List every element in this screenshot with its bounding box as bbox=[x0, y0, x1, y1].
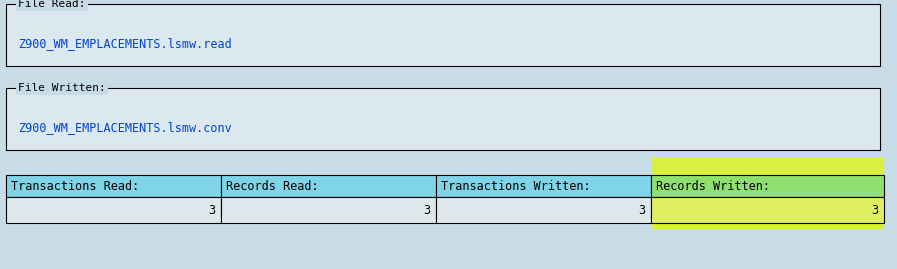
Bar bbox=[651, 197, 884, 223]
Text: 3: 3 bbox=[871, 204, 878, 217]
Bar bbox=[436, 175, 651, 197]
Text: Z900_WM_EMPLACEMENTS.lsmw.conv: Z900_WM_EMPLACEMENTS.lsmw.conv bbox=[18, 122, 231, 134]
Text: File Written:: File Written: bbox=[18, 83, 106, 93]
Bar bbox=[6, 175, 221, 197]
Text: 3: 3 bbox=[208, 204, 215, 217]
Bar bbox=[6, 4, 880, 66]
Text: Transactions Read:: Transactions Read: bbox=[11, 179, 139, 193]
Bar bbox=[436, 197, 651, 223]
Text: Records Read:: Records Read: bbox=[226, 179, 318, 193]
Text: Records Written:: Records Written: bbox=[656, 179, 770, 193]
Text: File Read:: File Read: bbox=[18, 0, 85, 9]
Bar bbox=[221, 175, 436, 197]
Bar bbox=[6, 88, 880, 150]
Bar bbox=[6, 197, 221, 223]
Text: Transactions Written:: Transactions Written: bbox=[441, 179, 590, 193]
Text: 3: 3 bbox=[422, 204, 430, 217]
Text: 3: 3 bbox=[638, 204, 645, 217]
Bar bbox=[221, 197, 436, 223]
Bar bbox=[651, 175, 884, 197]
Bar bbox=[651, 157, 884, 229]
Text: Z900_WM_EMPLACEMENTS.lsmw.read: Z900_WM_EMPLACEMENTS.lsmw.read bbox=[18, 37, 231, 51]
